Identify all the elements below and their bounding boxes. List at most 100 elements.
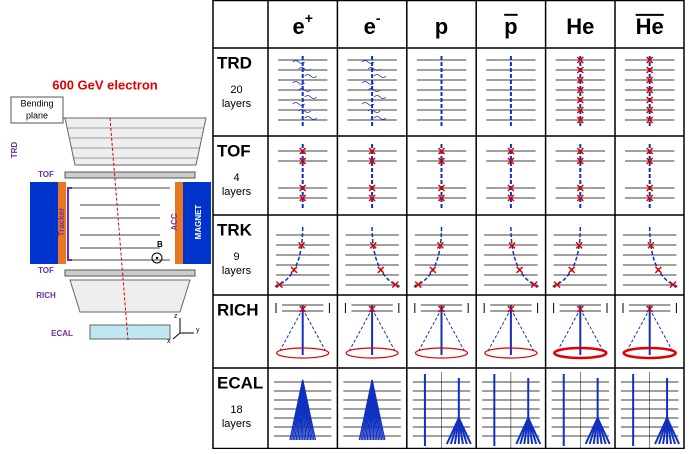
glyph-line	[429, 266, 437, 274]
glyph-line	[576, 116, 584, 124]
glyph-line	[290, 266, 298, 274]
glyph-line	[299, 305, 307, 313]
axes-icon	[172, 318, 194, 340]
glyph-line	[275, 281, 283, 289]
particle-symbol: He	[636, 14, 664, 39]
glyph-line	[576, 184, 584, 192]
glyph-line	[646, 66, 654, 74]
signature-cell	[278, 144, 328, 208]
b-field-dot	[155, 256, 159, 260]
detector-schematic: 600 GeV electron Bending plane TRD TOF T…	[10, 77, 211, 345]
radiation-squiggle	[361, 81, 375, 85]
glyph-line	[553, 281, 561, 289]
radiation-squiggle	[373, 116, 387, 120]
glyph-line	[486, 308, 512, 354]
glyph-line	[507, 184, 515, 192]
glyph-line	[507, 157, 515, 165]
row-header: TRK	[217, 220, 253, 239]
cherenkov-ring	[484, 347, 538, 359]
particle-symbol: p	[504, 14, 517, 39]
glyph-line	[596, 417, 611, 445]
glyph-line	[299, 194, 307, 202]
tracker-label: Tracker	[57, 208, 66, 236]
cherenkov-ring	[622, 346, 677, 360]
glyph-line	[576, 157, 584, 165]
radiation-squiggle	[292, 60, 305, 64]
radiation-squiggle	[298, 67, 311, 71]
signature-cell	[555, 144, 605, 208]
signature-cell	[347, 144, 397, 208]
glyph-line	[417, 308, 442, 354]
glyph-line	[646, 184, 654, 192]
glyph-line	[414, 281, 422, 289]
radiation-squiggle	[298, 88, 311, 92]
row-note: 4	[233, 172, 239, 184]
glyph-line	[649, 308, 675, 354]
signature-cell	[622, 303, 677, 360]
tracker-planes	[72, 187, 170, 261]
bending-plane-label: Bending	[20, 98, 53, 108]
glyph-line	[646, 116, 654, 124]
rich-label: RICH	[36, 291, 56, 300]
cherenkov-ring	[553, 346, 608, 360]
radiation-squiggle	[298, 109, 311, 113]
row-note: 9	[233, 251, 239, 263]
glyph-line	[576, 305, 584, 313]
signature-cell	[345, 226, 402, 289]
magnet-left	[30, 182, 58, 264]
glyph-line	[298, 241, 306, 249]
signature-cell	[347, 56, 397, 126]
glyph-line	[299, 147, 307, 155]
signature-cell	[621, 372, 680, 448]
glyph-line	[369, 241, 377, 249]
glyph-line	[368, 194, 376, 202]
particle-symbol: p	[435, 14, 448, 39]
row-header: TOF	[217, 141, 251, 160]
glyph-line	[646, 305, 654, 313]
glyph-line	[666, 417, 680, 445]
glyph-line	[507, 305, 515, 313]
glyph-line	[555, 308, 581, 354]
bending-plane-label: plane	[26, 110, 48, 120]
signature-cell	[275, 303, 330, 359]
signature-cell	[623, 226, 679, 289]
row-header: RICH	[217, 300, 259, 319]
radiation-squiggle	[367, 109, 381, 113]
radiation-squiggle	[304, 74, 317, 78]
glyph-line	[654, 266, 662, 274]
signature-cell	[412, 226, 469, 289]
glyph-line	[457, 417, 472, 445]
signature-cell	[625, 144, 675, 208]
signature-cell	[344, 303, 400, 359]
event-title: 600 GeV electron	[52, 77, 158, 92]
row-header: TRD	[217, 53, 252, 72]
track	[412, 226, 443, 288]
glyph-line	[437, 184, 446, 192]
glyph-line	[299, 157, 307, 165]
cherenkov-ring	[276, 347, 330, 359]
signature-cell	[483, 303, 539, 359]
column-header: p	[504, 14, 517, 39]
ecal-body	[89, 324, 171, 340]
glyph-line	[437, 305, 446, 313]
tof-label: TOF	[38, 170, 54, 179]
glyph-line	[625, 308, 651, 354]
glyph-line	[646, 157, 654, 165]
glyph-line	[527, 417, 542, 445]
glyph-line	[576, 66, 584, 74]
glyph-line	[368, 305, 376, 313]
acc-right	[175, 182, 183, 264]
glyph-line	[510, 308, 536, 354]
glyph-line	[278, 308, 304, 354]
signature-cell	[486, 144, 536, 208]
glyph-line	[377, 266, 385, 274]
glyph-line	[646, 106, 654, 114]
b-field-label: B	[157, 240, 163, 249]
trd-label: TRD	[10, 142, 19, 159]
radiation-squiggle	[292, 81, 305, 85]
acc-label: ACC	[170, 213, 179, 231]
radiation-squiggle	[373, 95, 387, 99]
particle-track	[109, 117, 129, 341]
radiation-squiggle	[304, 95, 317, 99]
glyph-line	[508, 241, 516, 249]
